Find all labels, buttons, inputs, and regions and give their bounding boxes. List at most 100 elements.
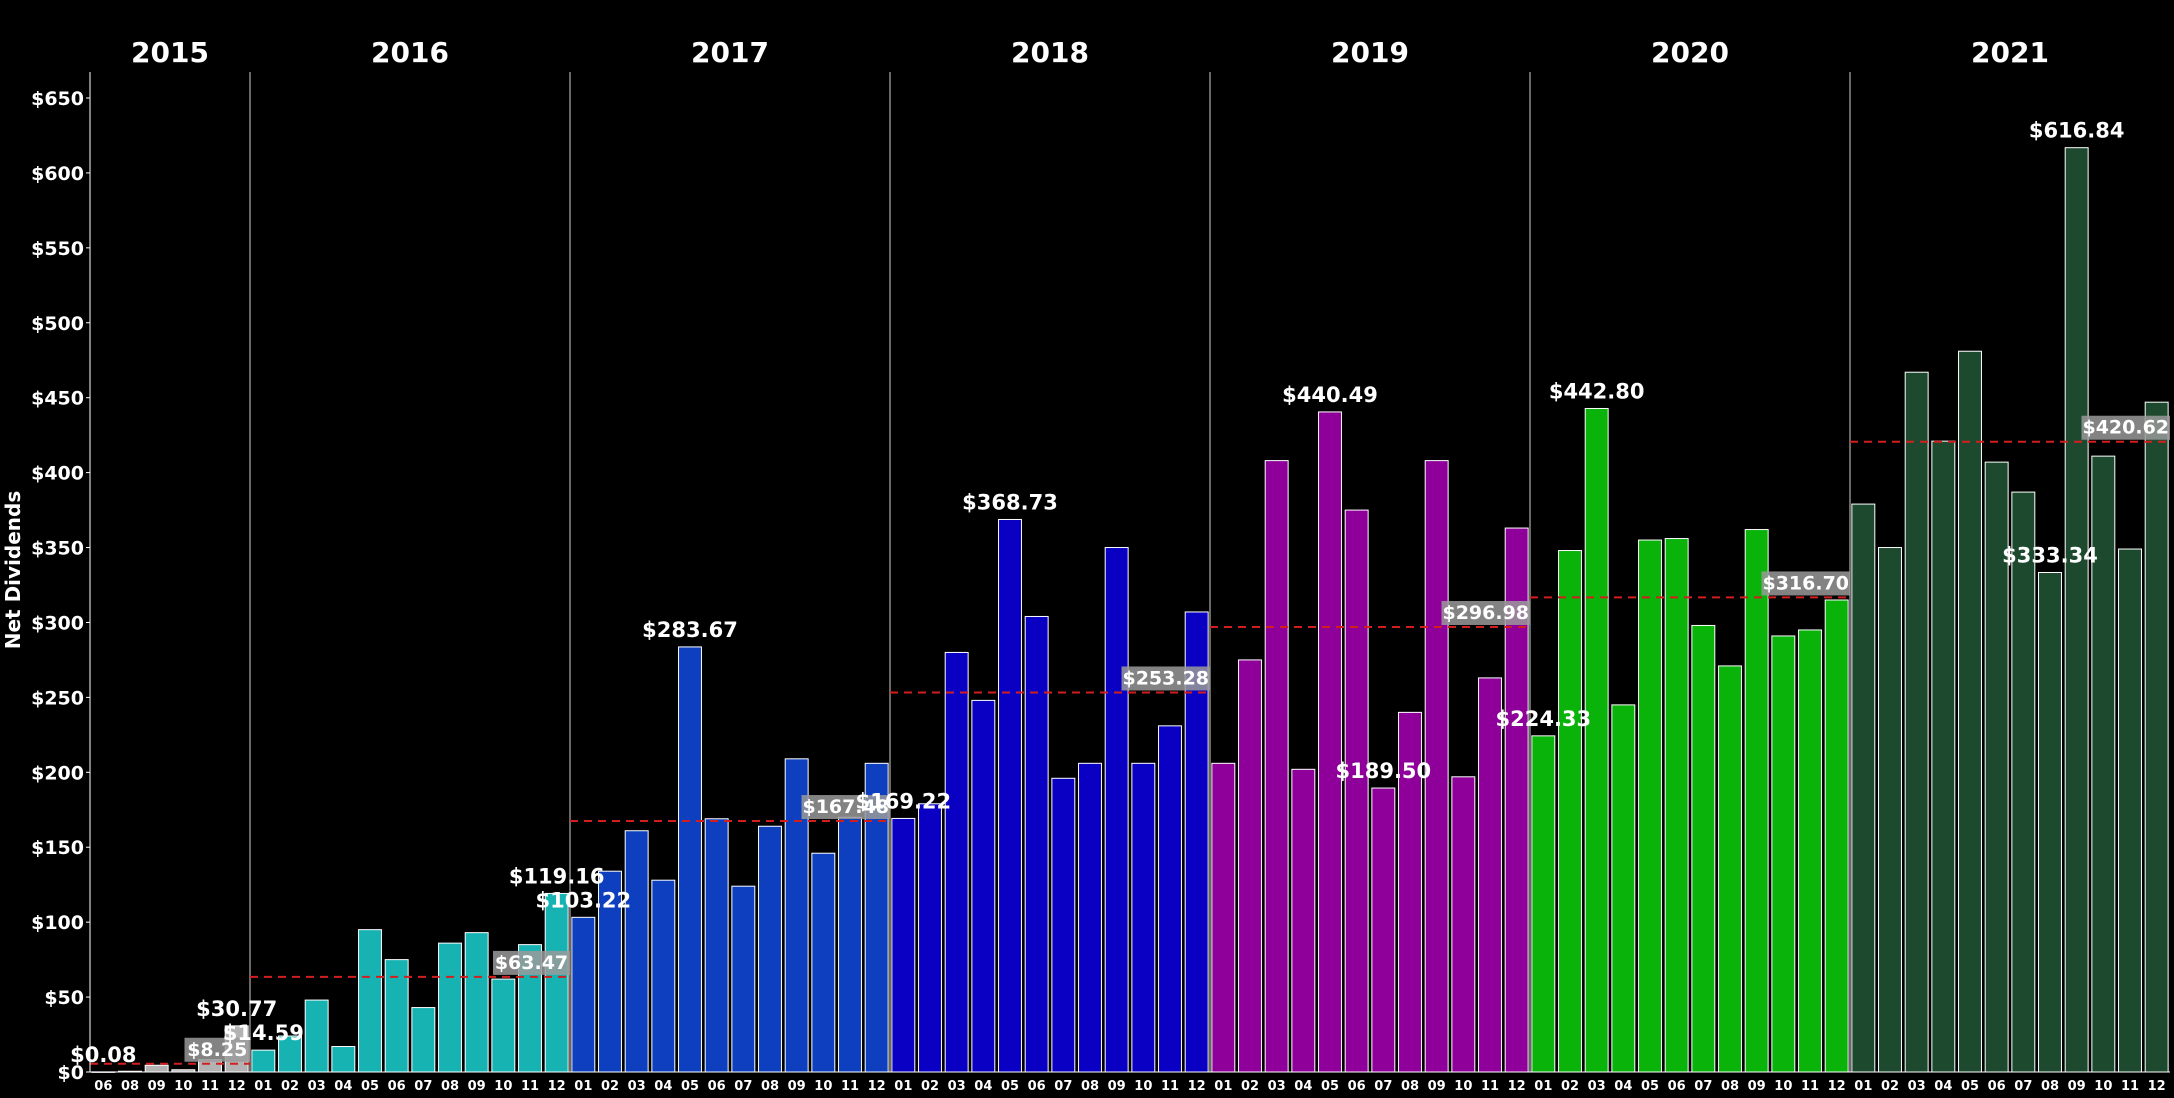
average-label-2015: $8.25: [187, 1039, 247, 1061]
bar-2018-03: [944, 651, 969, 1073]
y-tick-label: $100: [31, 912, 84, 934]
month-tick-label: 07: [1054, 1079, 1072, 1094]
month-tick-label: 09: [468, 1079, 486, 1094]
bar-2020-04: [1611, 704, 1636, 1073]
month-tick-label: 12: [228, 1079, 246, 1094]
month-tick-label: 03: [1588, 1079, 1606, 1094]
average-label-box: [493, 950, 570, 975]
data-labels: $8.25 $30.77 $0.08 $63.47 $119.16 $14.59 $167.…: [70, 119, 2170, 1067]
month-tick-label: 05: [1641, 1079, 1659, 1094]
bar-2020-08: [1718, 665, 1742, 1073]
min-label-2016: $14.59: [223, 1021, 304, 1045]
month-tick-label: 02: [921, 1079, 939, 1094]
y-tick-label: $350: [31, 538, 84, 560]
max-label-2016: $119.16: [509, 864, 605, 888]
average-lines: [90, 440, 2170, 1065]
bar-2020-05: [1638, 539, 1662, 1073]
month-tick-label: 11: [841, 1079, 859, 1094]
min-label-2020: $224.33: [1496, 707, 1592, 731]
month-tick-label: 03: [948, 1079, 966, 1094]
month-tick-label: 11: [1481, 1079, 1499, 1094]
month-tick-label: 07: [414, 1079, 432, 1094]
month-tick-label: 11: [521, 1079, 539, 1094]
month-tick-label: 04: [1614, 1079, 1632, 1094]
bar-2017-08: [758, 825, 782, 1073]
month-tick-label: 10: [1454, 1079, 1472, 1094]
max-label-2019: $440.49: [1282, 383, 1378, 407]
y-tick-label: $50: [44, 987, 84, 1009]
average-label-box: [1441, 600, 1530, 625]
month-tick-label: 06: [1988, 1079, 2006, 1094]
month-tick-label: 08: [761, 1079, 779, 1094]
axes: $0 $50 $100 $150 $200 $250 $300 $350 $400 $450 $50…: [31, 36, 2170, 1094]
min-label-2018: $169.22: [856, 789, 952, 813]
min-label-2019: $189.50: [1336, 759, 1432, 783]
month-tick-label: 03: [628, 1079, 646, 1094]
max-label-2018: $368.73: [962, 490, 1058, 514]
y-tick-label: $650: [31, 88, 84, 110]
bar-2018-02: [918, 803, 942, 1073]
month-tick-label: 07: [1694, 1079, 1712, 1094]
month-tick-label: 06: [388, 1079, 406, 1094]
month-tick-label: 05: [1321, 1079, 1339, 1094]
month-tick-label: 09: [1428, 1079, 1446, 1094]
month-tick-label: 04: [1934, 1079, 1952, 1094]
month-tick-label: 07: [2014, 1079, 2032, 1094]
month-tick-label: 08: [121, 1079, 139, 1094]
month-tick-label: 08: [1401, 1079, 1419, 1094]
bar-2015-09: [144, 1064, 169, 1073]
month-tick-label: 11: [1801, 1079, 1819, 1094]
min-label-2021: $333.34: [2002, 544, 2098, 568]
bar-2018-06: [1024, 615, 1049, 1073]
bar-2019-07: [1371, 787, 1396, 1073]
bar-2020-09: [1744, 529, 1769, 1073]
year-label-2019: 2019: [1331, 36, 1409, 69]
month-tick-label: 01: [1214, 1079, 1232, 1094]
month-tick-label: 12: [1188, 1079, 1206, 1094]
month-tick-label: 11: [2121, 1079, 2139, 1094]
bar-2018-08: [1078, 762, 1102, 1073]
month-tick-label: 03: [1908, 1079, 1926, 1094]
month-tick-label: 02: [281, 1079, 299, 1094]
average-label-box: [801, 795, 890, 820]
y-tick-label: $450: [31, 388, 84, 410]
bar-2016-04: [331, 1046, 356, 1073]
year-label-2015: 2015: [131, 36, 209, 69]
bar-2016-09: [464, 932, 489, 1073]
bar-2021-12: [2144, 401, 2169, 1073]
bar-2020-11: [1798, 629, 1822, 1073]
month-tick-label: 04: [1294, 1079, 1312, 1094]
month-tick-label: 10: [1134, 1079, 1152, 1094]
bar-2020-03: [1584, 407, 1609, 1073]
bar-2020-06: [1664, 538, 1689, 1073]
month-tick-label: 08: [2041, 1079, 2059, 1094]
bar-2016-05: [358, 929, 382, 1073]
average-label-2017: $167.48: [802, 796, 889, 818]
bar-2019-10: [1451, 776, 1476, 1073]
bar-2021-07: [2011, 491, 2036, 1073]
bar-2019-03: [1264, 460, 1289, 1073]
bar-2021-01: [1851, 503, 1876, 1073]
max-label-2021: $616.84: [2029, 119, 2125, 143]
y-tick-label: $0: [58, 1062, 84, 1084]
bar-2016-01: [251, 1049, 276, 1073]
bar-2020-12: [1824, 599, 1849, 1073]
month-tick-label: 10: [494, 1079, 512, 1094]
month-tick-label: 10: [2094, 1079, 2112, 1094]
average-label-2016: $63.47: [495, 952, 568, 974]
bar-2020-02: [1558, 550, 1582, 1073]
y-tick-label: $150: [31, 837, 84, 859]
y-tick-label: $200: [31, 762, 84, 784]
month-tick-label: 05: [681, 1079, 699, 1094]
bar-2020-07: [1691, 624, 1716, 1073]
bar-2019-02: [1238, 659, 1262, 1073]
bar-2021-05: [1958, 350, 1982, 1073]
month-tick-label: 03: [1268, 1079, 1286, 1094]
month-tick-label: 06: [1028, 1079, 1046, 1094]
month-tick-label: 07: [1374, 1079, 1392, 1094]
month-tick-label: 04: [974, 1079, 992, 1094]
month-tick-label: 09: [2068, 1079, 2086, 1094]
bar-2016-12: [544, 892, 569, 1073]
year-label-2017: 2017: [691, 36, 769, 69]
month-tick-label: 12: [1508, 1079, 1526, 1094]
